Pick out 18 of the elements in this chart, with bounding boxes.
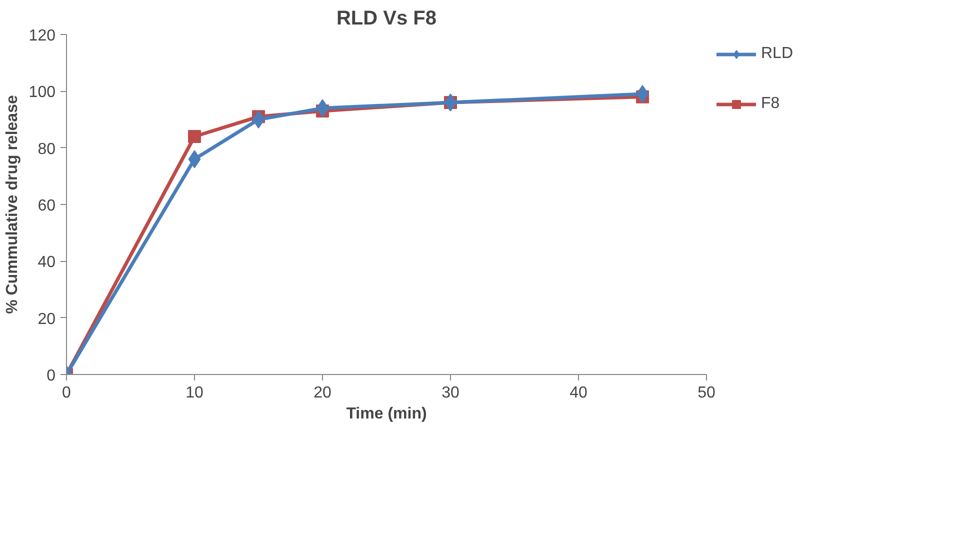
y-tick-label: 120	[28, 28, 56, 44]
y-tick-label: 80	[38, 140, 56, 158]
y-tick-label: 100	[28, 84, 56, 102]
x-tick-label: 20	[314, 384, 332, 402]
legend-label: F8	[761, 95, 781, 113]
x-tick-label: 0	[62, 384, 72, 402]
y-tick-label: 20	[38, 310, 56, 328]
y-axis-title: % Cummulative drug release	[4, 95, 21, 314]
x-tick-label: 50	[698, 384, 716, 402]
x-tick-label: 30	[442, 384, 460, 402]
x-tick-label: 10	[186, 384, 204, 402]
y-tick-label: 0	[46, 368, 56, 384]
x-axis-title: Time (min)	[346, 406, 427, 422]
chart-title: RLD Vs F8	[336, 8, 437, 30]
y-tick-label: 40	[38, 254, 56, 272]
y-tick-label: 60	[38, 198, 56, 214]
x-tick-label: 40	[570, 384, 588, 402]
legend-label: RLD	[761, 45, 794, 63]
